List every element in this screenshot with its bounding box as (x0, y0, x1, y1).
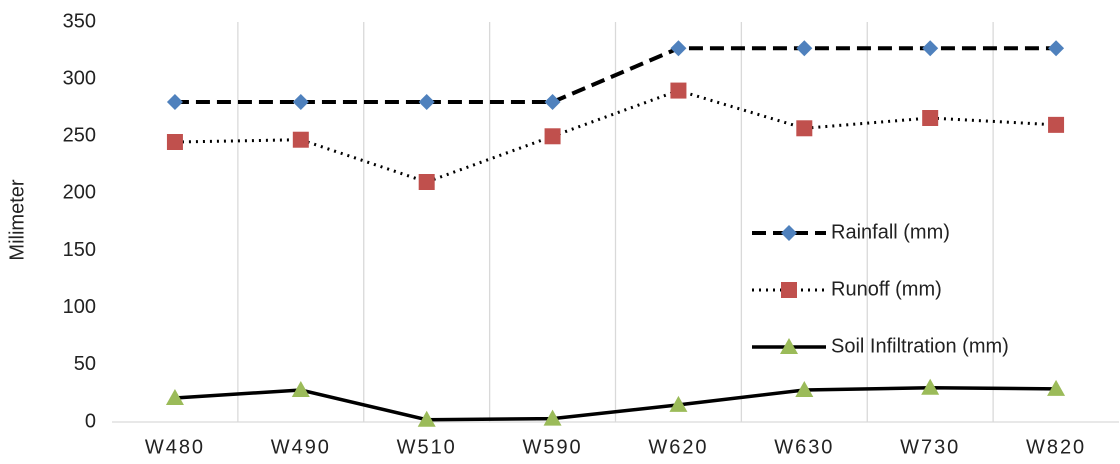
series (166, 82, 1065, 190)
series (166, 40, 1065, 110)
marker (670, 40, 687, 57)
legend-marker (781, 225, 797, 241)
marker (291, 381, 310, 397)
marker (543, 409, 562, 426)
legend-marker (780, 338, 798, 354)
y-tick-label: 150 (63, 239, 96, 261)
legend-label: Runoff (mm) (831, 278, 942, 300)
marker (796, 40, 813, 57)
marker (292, 94, 309, 110)
marker (418, 94, 435, 110)
legend-label: Rainfall (mm) (831, 221, 950, 243)
series-line (174, 46, 1057, 104)
y-tick-label: 0 (85, 410, 96, 432)
marker (670, 82, 687, 99)
x-tick-label: W630 (774, 436, 834, 458)
y-axis-title: Milimeter (6, 179, 28, 260)
legend-marker (781, 282, 797, 298)
marker (795, 381, 814, 397)
y-tick-label: 350 (63, 10, 96, 32)
marker (922, 110, 939, 126)
marker (1047, 379, 1066, 396)
marker (544, 128, 561, 145)
series (165, 378, 1066, 427)
marker (165, 389, 184, 405)
x-tick-label: W510 (397, 436, 457, 458)
y-tick-label: 50 (74, 353, 96, 375)
x-tick-label: W730 (900, 436, 960, 458)
x-tick-label: W590 (522, 436, 582, 458)
marker (796, 120, 813, 137)
series-line (174, 385, 1057, 422)
legend-label: Soil Infiltration (mm) (831, 335, 1009, 357)
series-line (174, 88, 1057, 184)
y-tick-label: 250 (63, 125, 96, 147)
marker (1048, 116, 1065, 133)
marker (166, 134, 183, 150)
marker (922, 40, 939, 57)
x-tick-label: W820 (1026, 436, 1086, 458)
marker (418, 174, 435, 190)
y-tick-label: 200 (63, 182, 96, 204)
marker (1048, 40, 1065, 57)
marker (292, 131, 309, 148)
x-tick-label: W480 (145, 436, 205, 458)
marker (669, 395, 688, 412)
marker (544, 94, 561, 110)
marker (417, 410, 436, 427)
marker (166, 94, 183, 110)
y-tick-label: 300 (63, 67, 96, 89)
x-tick-label: W490 (271, 436, 331, 458)
marker (921, 378, 940, 395)
x-tick-label: W620 (648, 436, 708, 458)
y-tick-label: 100 (63, 296, 96, 318)
